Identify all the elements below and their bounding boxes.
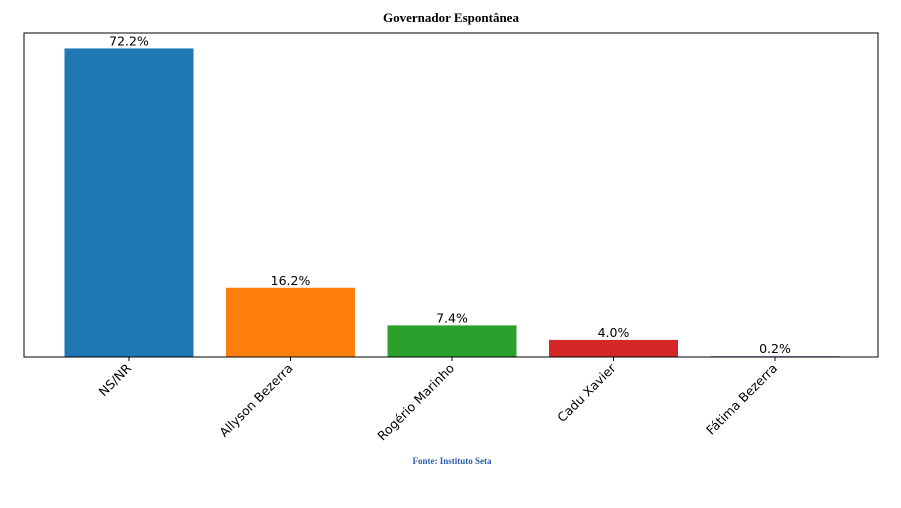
bar-cadu-xavier bbox=[549, 339, 678, 357]
value-label-fatima-bezerra: 0.2% bbox=[759, 341, 791, 356]
value-label-ns-nr: 72.2% bbox=[109, 33, 149, 48]
x-tick-label-ns-nr: NS/NR bbox=[96, 360, 135, 399]
bar-allyson-bezerra bbox=[226, 287, 355, 357]
chart-title: Governador Espontânea bbox=[383, 10, 519, 25]
x-tick-label-allyson-bezerra: Allyson Bezerra bbox=[216, 361, 295, 440]
bar-ns-nr bbox=[64, 48, 194, 358]
value-label-cadu-xavier: 4.0% bbox=[598, 325, 630, 340]
x-tick-label-fatima-bezerra: Fátima Bezerra bbox=[703, 361, 780, 438]
value-label-allyson-bezerra: 16.2% bbox=[271, 273, 311, 288]
bars-layer bbox=[64, 48, 840, 358]
plot-area-frame bbox=[23, 32, 879, 358]
x-tick-label-cadu-xavier: Cadu Xavier bbox=[554, 360, 619, 425]
source-note: Fonte: Instituto Seta bbox=[413, 456, 492, 466]
x-tick-labels-layer: NS/NR Allyson Bezerra Rogério Marinho Cadu … bbox=[96, 360, 781, 443]
value-label-rogerio-marinho: 7.4% bbox=[436, 310, 468, 325]
bar-rogerio-marinho bbox=[387, 325, 517, 357]
value-labels-layer: 72.2% 16.2% 7.4% 4.0% 0.2% bbox=[109, 33, 791, 356]
x-ticks-layer bbox=[128, 357, 776, 361]
x-tick-label-rogerio-marinho: Rogério Marinho bbox=[374, 361, 457, 444]
